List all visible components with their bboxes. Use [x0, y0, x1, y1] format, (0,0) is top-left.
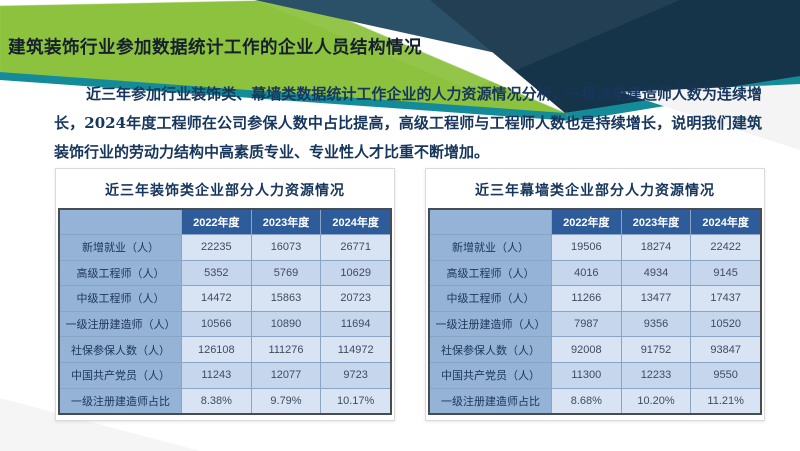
value-cell: 5352: [180, 259, 252, 287]
curtainwall-table-card: 近三年幕墙类企业部分人力资源情况 2022年度 2023年度 2024年度 新增就业（…: [425, 168, 765, 421]
row-label-cell: 新增就业（人）: [58, 234, 182, 261]
value-cell: 93847: [690, 336, 762, 363]
row-label-cell: 社保参保人数（人）: [428, 336, 552, 363]
table-row: 社保参保人数（人） 92008 91752 93847: [428, 336, 762, 363]
decoration-table: 2022年度 2023年度 2024年度 新增就业（人） 22235 16073 26771…: [58, 208, 392, 416]
year-header-cell: 2024年度: [690, 208, 762, 235]
value-cell: 9723: [320, 361, 392, 389]
curtainwall-table-title: 近三年幕墙类企业部分人力资源情况: [475, 183, 715, 199]
row-label-cell: 一级注册建造师占比: [58, 387, 182, 415]
blank-header-cell: [58, 208, 182, 235]
value-cell: 11243: [180, 361, 252, 389]
value-cell: 114972: [320, 336, 392, 363]
table-row: 中级工程师（人） 11266 13477 17437: [428, 285, 762, 312]
row-label-cell: 中级工程师（人）: [58, 285, 182, 312]
decoration-table-card: 近三年装饰类企业部分人力资源情况 2022年度 2023年度 2024年度 新增就业（…: [55, 168, 395, 421]
value-cell: 15863: [250, 285, 322, 312]
decoration-table-title: 近三年装饰类企业部分人力资源情况: [105, 183, 345, 199]
value-cell: 9550: [690, 361, 762, 389]
value-cell: 92008: [550, 336, 622, 363]
value-cell: 11300: [550, 361, 622, 389]
value-cell: 126108: [180, 336, 252, 363]
value-cell: 5769: [250, 259, 322, 287]
value-cell: 13477: [620, 285, 692, 312]
value-cell: 12077: [250, 361, 322, 389]
value-cell: 9145: [690, 259, 762, 287]
value-cell: 19506: [550, 234, 622, 261]
row-label-cell: 中级工程师（人）: [428, 285, 552, 312]
value-cell: 14472: [180, 285, 252, 312]
year-header-cell: 2024年度: [320, 208, 392, 235]
table-header-row: 2022年度 2023年度 2024年度: [428, 208, 762, 235]
value-cell: 10.20%: [620, 387, 692, 415]
row-label-cell: 高级工程师（人）: [428, 259, 552, 287]
value-cell: 9.79%: [250, 387, 322, 415]
value-cell: 10629: [320, 259, 392, 287]
value-cell: 22422: [690, 234, 762, 261]
value-cell: 8.38%: [180, 387, 252, 415]
row-label-cell: 中国共产党员（人）: [428, 361, 552, 389]
table-row: 中国共产党员（人） 11300 12233 9550: [428, 361, 762, 389]
value-cell: 9356: [620, 310, 692, 338]
value-cell: 7987: [550, 310, 622, 338]
value-cell: 91752: [620, 336, 692, 363]
table-row: 高级工程师（人） 5352 5769 10629: [58, 259, 392, 287]
value-cell: 20723: [320, 285, 392, 312]
value-cell: 111276: [250, 336, 322, 363]
table-row: 一级注册建造师（人） 10566 10890 11694: [58, 310, 392, 338]
table-header-row: 2022年度 2023年度 2024年度: [58, 208, 392, 235]
value-cell: 16073: [250, 234, 322, 261]
value-cell: 8.68%: [550, 387, 622, 415]
table-row: 新增就业（人） 19506 18274 22422: [428, 234, 762, 261]
row-label-cell: 中国共产党员（人）: [58, 361, 182, 389]
table-row: 一级注册建造师占比 8.38% 9.79% 10.17%: [58, 387, 392, 415]
table-row: 新增就业（人） 22235 16073 26771: [58, 234, 392, 261]
value-cell: 17437: [690, 285, 762, 312]
row-label-cell: 新增就业（人）: [428, 234, 552, 261]
value-cell: 26771: [320, 234, 392, 261]
year-header-cell: 2022年度: [180, 208, 252, 235]
row-label-cell: 一级注册建造师占比: [428, 387, 552, 415]
body-paragraph: 近三年参加行业装饰类、幕墙类数据统计工作企业的人力资源情况分析，一级注册建造师人…: [54, 85, 762, 161]
table-row: 一级注册建造师占比 8.68% 10.20% 11.21%: [428, 387, 762, 415]
value-cell: 10.17%: [320, 387, 392, 415]
table-row: 中国共产党员（人） 11243 12077 9723: [58, 361, 392, 389]
value-cell: 11266: [550, 285, 622, 312]
year-header-cell: 2023年度: [620, 208, 692, 235]
table-row: 高级工程师（人） 4016 4934 9145: [428, 259, 762, 287]
value-cell: 4934: [620, 259, 692, 287]
curtainwall-table: 2022年度 2023年度 2024年度 新增就业（人） 19506 18274 22422…: [428, 208, 762, 416]
table-row: 社保参保人数（人） 126108 111276 114972: [58, 336, 392, 363]
value-cell: 11694: [320, 310, 392, 338]
value-cell: 4016: [550, 259, 622, 287]
value-cell: 10566: [180, 310, 252, 338]
year-header-cell: 2023年度: [250, 208, 322, 235]
table-row: 一级注册建造师（人） 7987 9356 10520: [428, 310, 762, 338]
value-cell: 18274: [620, 234, 692, 261]
slide-title: 建筑装饰行业参加数据统计工作的企业人员结构情况: [8, 37, 422, 57]
value-cell: 10520: [690, 310, 762, 338]
row-label-cell: 一级注册建造师（人）: [58, 310, 182, 338]
value-cell: 12233: [620, 361, 692, 389]
row-label-cell: 高级工程师（人）: [58, 259, 182, 287]
table-row: 中级工程师（人） 14472 15863 20723: [58, 285, 392, 312]
blank-header-cell: [428, 208, 552, 235]
year-header-cell: 2022年度: [550, 208, 622, 235]
value-cell: 22235: [180, 234, 252, 261]
row-label-cell: 社保参保人数（人）: [58, 336, 182, 363]
value-cell: 11.21%: [690, 387, 762, 415]
row-label-cell: 一级注册建造师（人）: [428, 310, 552, 338]
value-cell: 10890: [250, 310, 322, 338]
